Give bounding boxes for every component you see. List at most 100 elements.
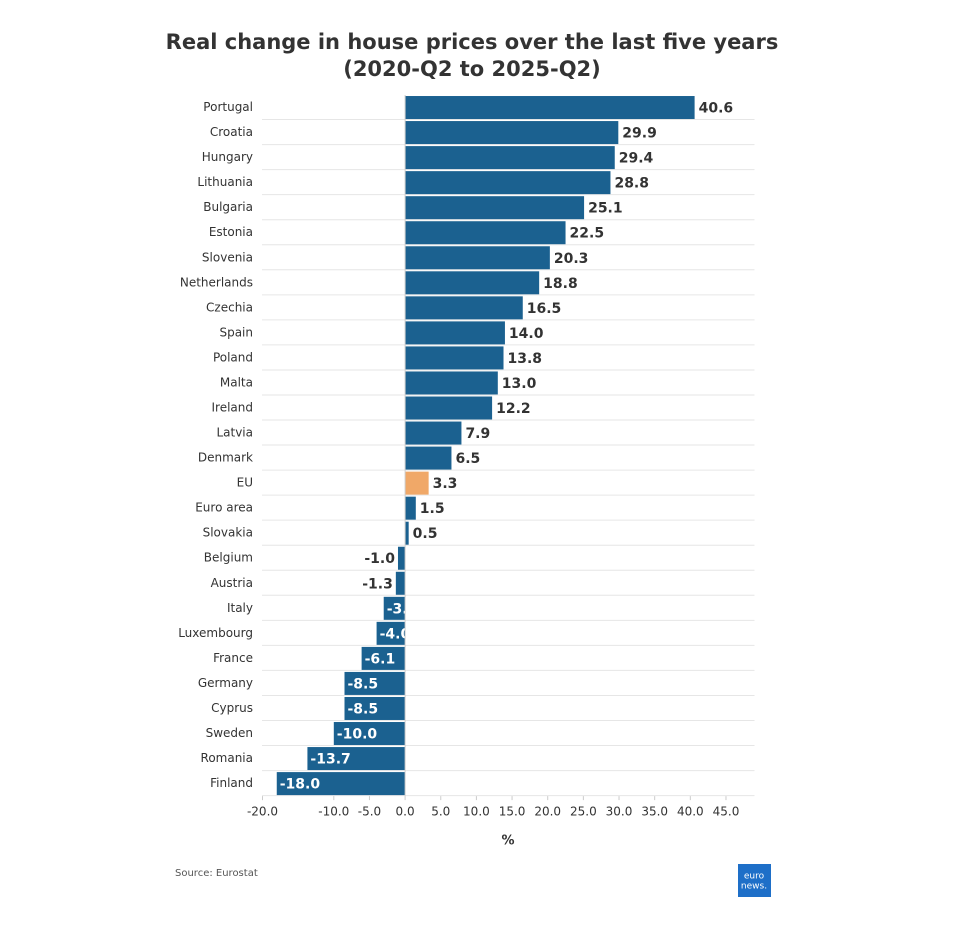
value-label: 0.5: [413, 526, 438, 542]
bar: [344, 671, 406, 695]
y-tick-label: Spain: [219, 325, 253, 339]
x-tick-label: 30.0: [606, 805, 633, 819]
bar: [383, 596, 406, 620]
x-tick-label: 20.0: [534, 805, 561, 819]
bar: [276, 772, 406, 796]
bar: [405, 296, 523, 320]
y-tick-label: Euro area: [195, 501, 253, 515]
value-label: 28.8: [614, 176, 649, 192]
value-label: 20.3: [554, 251, 589, 267]
y-tick-label: Czechia: [206, 300, 253, 314]
bar: [405, 321, 505, 345]
bar: [405, 271, 540, 295]
bar: [405, 421, 462, 445]
y-tick-label: Germany: [198, 676, 253, 690]
bar: [307, 747, 406, 771]
value-label: 3.3: [433, 476, 458, 492]
bar: [405, 96, 695, 120]
bar: [333, 722, 406, 746]
y-tick-label: Portugal: [203, 100, 253, 114]
y-tick-label: Croatia: [210, 125, 253, 139]
logo: [738, 864, 771, 897]
x-tick-label: 5.0: [431, 805, 450, 819]
value-label: -18.0: [280, 777, 321, 793]
y-tick-label: EU: [237, 476, 253, 490]
y-tick-label: France: [213, 651, 253, 665]
y-tick-label: Denmark: [198, 451, 253, 465]
y-tick-label: Estonia: [209, 225, 253, 239]
y-tick-label: Slovakia: [203, 526, 253, 540]
value-label: -6.1: [365, 651, 396, 667]
bar: [397, 546, 406, 570]
bar: [395, 571, 406, 595]
y-tick-label: Slovenia: [202, 250, 253, 264]
value-label: 7.9: [465, 426, 490, 442]
y-tick-label: Malta: [220, 375, 253, 389]
bar: [344, 696, 406, 720]
x-tick-label: 25.0: [570, 805, 597, 819]
y-tick-label: Netherlands: [180, 275, 253, 289]
chart-title: Real change in house prices over the las…: [166, 30, 779, 54]
value-label: 14.0: [509, 326, 544, 342]
value-label: 16.5: [527, 301, 562, 317]
x-tick-label: 35.0: [641, 805, 668, 819]
value-label: 6.5: [455, 451, 480, 467]
bar: [405, 346, 504, 370]
bar: [405, 121, 619, 145]
x-tick-label: -20.0: [247, 805, 278, 819]
y-tick-label: Luxembourg: [178, 626, 253, 640]
bar: [405, 221, 566, 245]
x-tick-label: -10.0: [318, 805, 349, 819]
x-tick-label: 15.0: [499, 805, 526, 819]
bar: [405, 471, 429, 495]
value-label: 1.5: [420, 501, 445, 517]
value-label: 12.2: [496, 401, 531, 417]
value-label: 13.0: [502, 376, 537, 392]
y-tick-label: Italy: [227, 601, 253, 615]
y-tick-label: Hungary: [202, 150, 253, 164]
y-tick-label: Sweden: [206, 726, 253, 740]
value-label: 22.5: [570, 226, 605, 242]
bar: [405, 446, 452, 470]
value-label: -1.0: [364, 551, 395, 567]
value-label: -3.0: [387, 601, 418, 617]
logo-text: news.: [741, 882, 767, 892]
x-tick-label: -5.0: [358, 805, 381, 819]
x-axis-label: %: [501, 834, 514, 849]
x-tick-label: 45.0: [713, 805, 740, 819]
y-tick-label: Poland: [213, 350, 253, 364]
bar: [405, 246, 550, 270]
bar: [405, 521, 409, 545]
y-tick-label: Bulgaria: [203, 200, 253, 214]
value-label: 40.6: [699, 101, 734, 117]
logo-text: euro: [744, 872, 765, 882]
value-label: 18.8: [543, 276, 578, 292]
value-label: 29.9: [622, 126, 657, 142]
x-tick-label: 40.0: [677, 805, 704, 819]
y-tick-label: Latvia: [216, 426, 253, 440]
bar: [405, 171, 611, 195]
value-label: -10.0: [337, 727, 378, 743]
y-tick-label: Belgium: [204, 551, 253, 565]
value-label: 29.4: [619, 151, 654, 167]
bar: [361, 646, 406, 670]
source: Source: Eurostat: [175, 868, 258, 879]
x-tick-label: 10.0: [463, 805, 490, 819]
y-tick-label: Lithuania: [197, 175, 253, 189]
bar: [405, 396, 493, 420]
bar: [376, 621, 406, 645]
value-label: -1.3: [362, 576, 393, 592]
y-tick-label: Austria: [211, 576, 253, 590]
bar: [405, 371, 498, 395]
value-label: -4.0: [380, 626, 411, 642]
y-tick-label: Ireland: [211, 401, 253, 415]
value-label: -8.5: [348, 676, 379, 692]
y-tick-label: Romania: [201, 751, 253, 765]
bar: [405, 496, 416, 520]
value-label: 25.1: [588, 201, 623, 217]
y-tick-label: Cyprus: [211, 701, 253, 715]
chart-subtitle: (2020-Q2 to 2025-Q2): [343, 57, 601, 81]
bar: [405, 196, 585, 220]
value-label: 13.8: [508, 351, 543, 367]
